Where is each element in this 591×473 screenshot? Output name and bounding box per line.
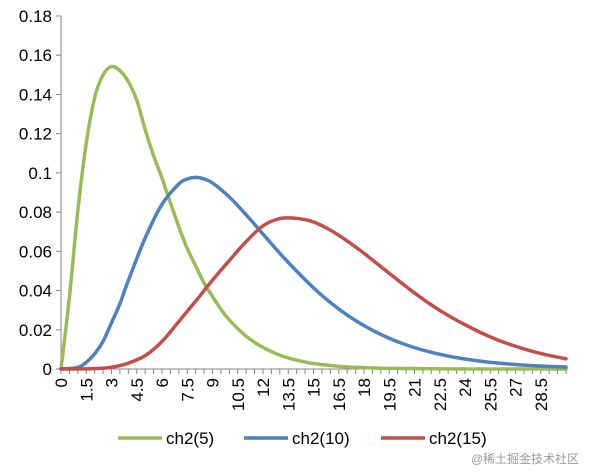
series-line-ch2-5- [59,64,568,371]
x-tick-label: 15 [305,378,324,397]
y-tick-label: 0.06 [19,242,52,261]
x-tick-label: 18 [355,378,374,397]
y-tick-label: 0.12 [19,125,52,144]
x-tick-label: 27 [507,378,526,397]
x-tick-label: 10.5 [229,378,248,411]
y-tick-label: 0.14 [19,85,52,104]
legend: ch2(5) ch2(10) ch2(15) [118,429,487,448]
x-axis: 0 1.5 3 4.5 6 7.5 9 10.5 12 13.5 15 16.5 18 19.5 21 22.… [52,368,567,411]
x-tick-label: 25.5 [481,378,500,411]
y-axis: 0 0.02 0.04 0.06 0.08 0.1 0.12 0.14 0.16 0.18 [19,7,62,379]
x-tick-label: 13.5 [279,378,298,411]
x-tick-label: 4.5 [128,378,147,402]
series-layer [59,64,568,371]
legend-label: ch2(10) [292,429,350,448]
x-tick-label: 0 [52,378,71,387]
y-tick-label: 0.02 [19,321,52,340]
x-tick-label: 3 [103,378,122,387]
y-tick-label: 0.16 [19,46,52,65]
x-tick-label: 6 [153,378,172,387]
y-tick-label: 0 [43,360,52,379]
x-tick-label: 22.5 [431,378,450,411]
series-line-ch2-15- [59,216,568,371]
legend-label: ch2(15) [429,429,487,448]
y-tick-label: 0.04 [19,282,52,301]
x-tick-label: 28.5 [532,378,551,411]
x-tick-label: 19.5 [380,378,399,411]
series-line-ch2-10- [59,175,568,371]
y-tick-label: 0.1 [28,164,52,183]
watermark: @稀土掘金技术社区 [470,452,579,466]
x-tick-label: 7.5 [178,378,197,402]
x-tick-label: 21 [406,378,425,397]
x-tick-label: 24 [456,378,475,397]
y-tick-label: 0.18 [19,7,52,26]
x-tick-label: 1.5 [77,378,96,402]
x-tick-label: 12 [254,378,273,397]
x-tick-label: 16.5 [330,378,349,411]
y-tick-label: 0.08 [19,203,52,222]
x-tick-label: 9 [204,378,223,387]
legend-label: ch2(5) [166,429,214,448]
